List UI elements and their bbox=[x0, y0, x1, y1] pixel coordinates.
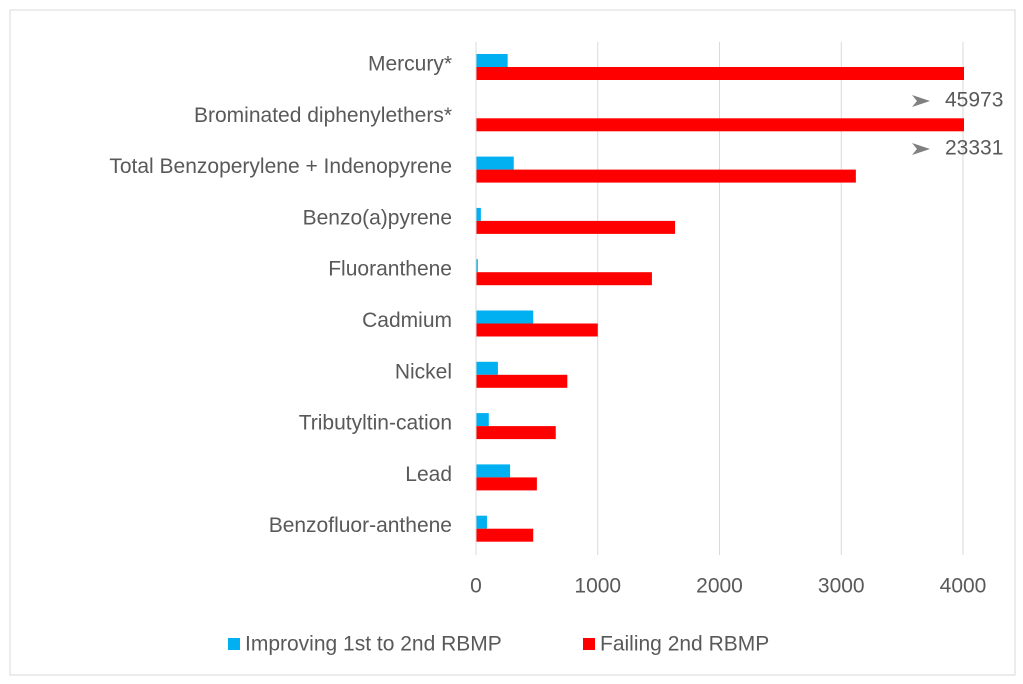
bar bbox=[476, 220, 676, 234]
legend-label: Failing 2nd RBMP bbox=[600, 633, 769, 656]
y-tick-label: Brominated diphenylethers* bbox=[194, 104, 452, 127]
x-tick-label: 4000 bbox=[940, 575, 987, 598]
bar bbox=[476, 464, 511, 478]
x-tick-label: 0 bbox=[470, 575, 482, 598]
annotation-arrow bbox=[912, 95, 930, 107]
annotation: 23331 bbox=[945, 137, 1003, 160]
x-tick-label: 1000 bbox=[574, 575, 621, 598]
bar bbox=[476, 156, 514, 170]
y-tick-label: Benzo(a)pyrene bbox=[303, 206, 452, 229]
bar bbox=[476, 207, 481, 221]
y-tick-label: Nickel bbox=[395, 360, 452, 383]
bar bbox=[476, 54, 508, 67]
x-tick-label: 2000 bbox=[696, 575, 743, 598]
bar bbox=[476, 323, 598, 337]
y-tick-label: Lead bbox=[405, 463, 452, 486]
annotation-arrow bbox=[912, 143, 930, 155]
bar bbox=[476, 272, 652, 286]
bar bbox=[476, 413, 489, 427]
legend-swatch bbox=[228, 638, 240, 650]
x-tick-label: 3000 bbox=[818, 575, 865, 598]
bar bbox=[476, 259, 478, 273]
bar bbox=[476, 477, 537, 491]
y-tick-label: Cadmium bbox=[362, 309, 452, 332]
y-tick-label: Benzofluor-anthene bbox=[269, 514, 452, 537]
bar bbox=[476, 169, 856, 183]
bar bbox=[476, 374, 568, 388]
y-tick-label: Tributyltin-cation bbox=[299, 412, 452, 435]
bar bbox=[476, 67, 964, 80]
bar bbox=[476, 361, 498, 375]
legend-label: Improving 1st to 2nd RBMP bbox=[245, 633, 502, 656]
legend-swatch bbox=[583, 638, 595, 650]
annotation: 45973 bbox=[945, 89, 1003, 112]
bar bbox=[476, 310, 534, 324]
bar bbox=[476, 426, 556, 440]
bar bbox=[476, 515, 487, 529]
bar bbox=[476, 118, 964, 132]
y-tick-label: Fluoranthene bbox=[328, 258, 452, 281]
y-tick-label: Total Benzoperylene + Indenopyrene bbox=[109, 155, 452, 178]
plot-area bbox=[476, 54, 964, 542]
bar bbox=[476, 528, 534, 542]
y-tick-label: Mercury* bbox=[368, 53, 452, 76]
